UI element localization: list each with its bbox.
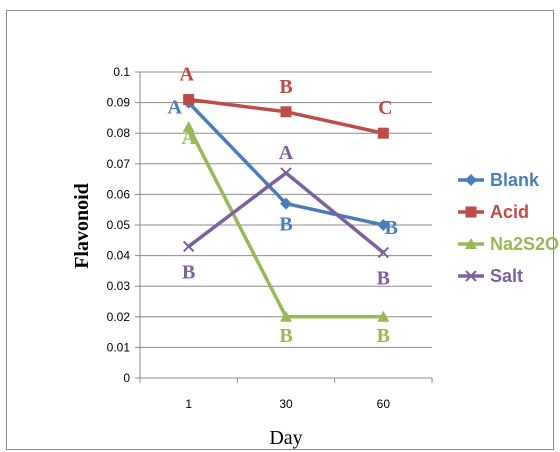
significance-label-na2s2o: A [181, 127, 196, 149]
significance-label-blank: B [385, 217, 398, 239]
data-point-salt [182, 240, 195, 253]
legend-marker [465, 270, 477, 282]
data-point-acid [280, 106, 292, 118]
data-point-blank [280, 197, 292, 210]
legend-label: Na2S2O [490, 234, 559, 254]
legend-label: Acid [490, 202, 529, 222]
significance-labels: A B B A B C A B B B A B [167, 64, 398, 347]
y-tick-label: 0.03 [107, 279, 131, 293]
data-point-acid [183, 94, 195, 106]
chart-frame [6, 10, 554, 450]
significance-label-salt: B [377, 268, 390, 290]
data-point-na2s2o [182, 121, 195, 133]
y-tick-label: 0.06 [107, 187, 131, 201]
y-tick-label: 0.02 [107, 310, 131, 324]
legend-label: Salt [490, 266, 523, 286]
y-tick-label: 0.1 [113, 65, 130, 79]
significance-label-blank: A [167, 97, 182, 119]
data-point-blank [377, 219, 390, 231]
significance-label-acid: C [378, 97, 392, 119]
legend: Blank Acid Na2S2O Salt [458, 170, 559, 286]
significance-label-blank: B [279, 214, 292, 236]
x-axis-title: Day [269, 427, 302, 449]
y-tick-label: 0.08 [107, 126, 131, 140]
legend-marker [465, 174, 477, 186]
y-tick-label: 0.01 [107, 340, 131, 354]
significance-label-na2s2o: B [279, 325, 292, 347]
data-point-salt [280, 167, 292, 179]
x-tick-label: 30 [279, 397, 293, 411]
legend-marker [465, 206, 477, 218]
data-point-acid [377, 127, 389, 139]
x-tick-label: 1 [185, 397, 192, 411]
data-point-na2s2o [377, 310, 390, 322]
legend-item-salt: Salt [458, 266, 523, 286]
y-tick-label: 0 [123, 371, 130, 385]
data-point-salt [377, 246, 390, 259]
significance-label-na2s2o: B [377, 325, 390, 347]
legend-item-na2s2o: Na2S2O [458, 234, 559, 254]
legend-marker [465, 238, 477, 249]
y-tick-label: 0.07 [107, 157, 131, 171]
x-tick-label: 60 [377, 397, 391, 411]
significance-label-salt: A [279, 142, 294, 164]
legend-item-blank: Blank [458, 170, 540, 190]
significance-label-acid: B [279, 76, 292, 98]
y-tick-label: 0.09 [107, 96, 131, 110]
significance-label-acid: A [179, 64, 194, 86]
y-axis-title: Flavonoid [71, 183, 93, 269]
y-tick-label: 0.04 [107, 249, 131, 263]
data-point-na2s2o [280, 310, 292, 322]
significance-label-salt: B [182, 261, 195, 283]
y-axis-ticks: 0 0.01 0.02 0.03 0.04 0.05 0.06 0.07 0.08 0.09 0.1 [107, 65, 140, 385]
series-layer [182, 94, 390, 322]
x-axis-ticks: 1 30 60 [139, 378, 433, 411]
legend-item-acid: Acid [458, 202, 529, 222]
y-tick-label: 0.05 [107, 218, 131, 232]
legend-label: Blank [490, 170, 540, 190]
